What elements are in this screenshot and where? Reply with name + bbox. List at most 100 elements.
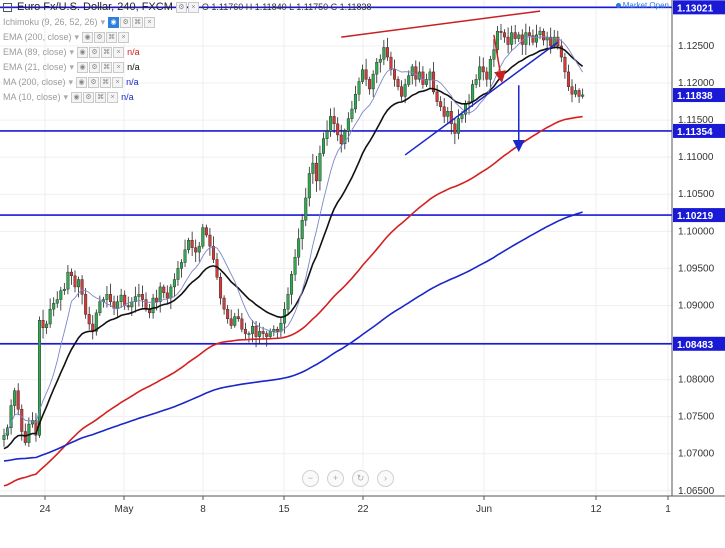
eye-icon[interactable]: ◉: [71, 91, 83, 103]
candle-body: [222, 297, 226, 310]
candle-body: [357, 81, 361, 95]
candle-body: [137, 294, 141, 297]
indicator-tools: ◉ ⚙ ⌘ ×: [76, 76, 124, 88]
indicator-tools: ◉ ⚙ ⌘ ×: [77, 46, 125, 58]
candle-body: [236, 316, 240, 320]
candle-body: [258, 331, 262, 337]
chevron-down-icon[interactable]: ▾: [69, 47, 75, 57]
candle-body: [542, 30, 546, 41]
indicator-value: n/a: [121, 92, 134, 102]
chevron-down-icon[interactable]: ▾: [68, 77, 74, 87]
indicator-label: MA (200, close): [3, 77, 66, 87]
price-axis[interactable]: 1.065001.070001.075001.080001.085001.090…: [0, 0, 725, 497]
chevron-down-icon[interactable]: ▾: [74, 32, 80, 42]
ohlc-readout: O 1.11760 H 1.11840 L 1.11750 C 1.11838: [201, 2, 372, 12]
eye-icon[interactable]: ◉: [77, 61, 89, 73]
close-icon[interactable]: ×: [112, 76, 124, 88]
settings-icon[interactable]: ⚙: [83, 91, 95, 103]
price-label: 1.08483: [677, 340, 714, 351]
trendline[interactable]: [341, 10, 541, 38]
reset-button[interactable]: ↻: [352, 470, 369, 487]
settings-icon[interactable]: ⚙: [88, 76, 100, 88]
chevron-down-icon[interactable]: ▾: [63, 92, 69, 102]
candle-body: [201, 227, 205, 247]
settings-icon[interactable]: ⚙: [120, 16, 132, 28]
settings-icon[interactable]: ⌘: [95, 91, 107, 103]
candle-body: [233, 316, 237, 326]
candle-body: [442, 106, 446, 117]
candle-body: [435, 91, 439, 102]
candle-body: [45, 323, 49, 328]
indicator-tools: ◉ ⚙ ⌘ ×: [77, 61, 125, 73]
candle-body: [73, 275, 77, 288]
settings-icon[interactable]: ⚙: [175, 1, 187, 13]
target-arrow[interactable]: [493, 34, 506, 84]
candle-body: [329, 116, 333, 132]
candle-body: [325, 131, 329, 139]
chevron-down-icon[interactable]: ▾: [69, 62, 75, 72]
zoom-in-button[interactable]: +: [327, 470, 344, 487]
eye-icon[interactable]: ◉: [82, 31, 94, 43]
settings-icon[interactable]: ⌘: [101, 46, 113, 58]
settings-icon[interactable]: ⌘: [100, 76, 112, 88]
candle-body: [513, 32, 517, 39]
candle-body: [98, 301, 102, 314]
candle-body: [449, 111, 453, 125]
market-status-label: Market Open: [622, 1, 669, 10]
candle-body: [162, 286, 166, 294]
indicator-label: EMA (200, close): [3, 32, 72, 42]
price-label-box: [673, 0, 725, 15]
ema-21-line: [3, 46, 584, 450]
settings-icon[interactable]: ⌘: [132, 16, 144, 28]
candle-body: [108, 294, 112, 302]
settings-icon[interactable]: ⚙: [89, 61, 101, 73]
eye-icon[interactable]: ◉: [108, 16, 120, 28]
trendline[interactable]: [404, 41, 559, 156]
close-icon[interactable]: ×: [107, 91, 119, 103]
close-icon[interactable]: ×: [187, 1, 199, 13]
candle-body: [123, 294, 127, 306]
settings-icon[interactable]: ⚙: [94, 31, 106, 43]
scroll-right-button[interactable]: ›: [377, 470, 394, 487]
ma-10-line: [3, 35, 583, 436]
candle-body: [183, 249, 187, 263]
settings-icon[interactable]: ⚙: [89, 46, 101, 58]
eye-icon[interactable]: ◉: [77, 46, 89, 58]
candle-body: [190, 240, 194, 248]
indicator-tools: ◉ ⚙ ⌘ ×: [82, 31, 130, 43]
moving-averages: [3, 35, 584, 487]
close-icon[interactable]: ×: [118, 31, 130, 43]
settings-icon[interactable]: ⌘: [101, 61, 113, 73]
eye-icon[interactable]: ◉: [76, 76, 88, 88]
candle-body: [517, 34, 521, 39]
candle-body: [361, 69, 365, 82]
candle-body: [187, 240, 191, 251]
candle-body: [350, 108, 354, 119]
candle-body: [375, 62, 379, 75]
candle-body: [471, 84, 475, 102]
settings-icon[interactable]: ⌘: [106, 31, 118, 43]
zoom-out-button[interactable]: −: [302, 470, 319, 487]
close-icon[interactable]: ×: [113, 61, 125, 73]
candle-body: [268, 331, 272, 337]
close-icon[interactable]: ×: [113, 46, 125, 58]
price-label-box: [673, 336, 725, 351]
collapse-icon[interactable]: [3, 2, 12, 12]
indicator-label: Ichimoku (9, 26, 52, 26): [3, 17, 98, 27]
candle-body: [2, 435, 6, 440]
candle-body: [226, 308, 230, 320]
y-tick-label: 1.06500: [678, 486, 715, 497]
y-tick-label: 1.07500: [678, 412, 715, 423]
candle-body: [336, 123, 340, 136]
candlesticks: [2, 23, 585, 447]
candle-body: [197, 245, 201, 253]
price-label-box: [673, 208, 725, 223]
market-status: Market Open: [615, 1, 669, 10]
candle-body: [474, 79, 478, 85]
candle-body: [9, 405, 13, 428]
time-axis[interactable]: 24 May 8 15 22 Jun 12 1: [39, 496, 671, 515]
chevron-down-icon[interactable]: ▾: [100, 17, 106, 27]
close-icon[interactable]: ×: [144, 16, 156, 28]
horizontal-levels: [0, 6, 672, 345]
candle-body: [393, 69, 397, 80]
